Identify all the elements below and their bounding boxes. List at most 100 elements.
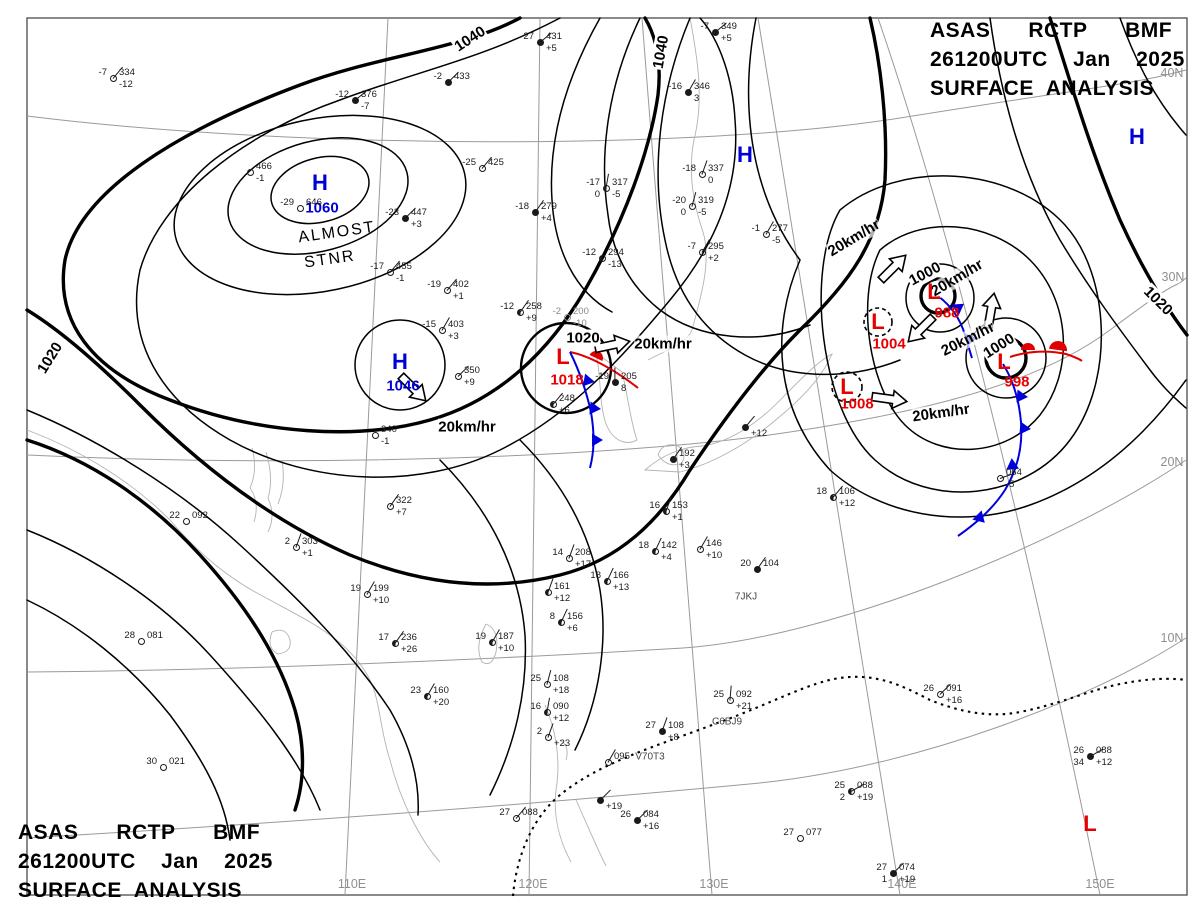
isobar-label: 1020 xyxy=(565,329,601,347)
station-value: 200 xyxy=(573,306,589,317)
station-value: 146 xyxy=(706,538,722,549)
station-value: +6 xyxy=(559,405,570,416)
station-value: 074 xyxy=(899,862,915,873)
station-value: 30 xyxy=(146,756,157,767)
station-circle-icon xyxy=(478,164,486,172)
station-value: 166 xyxy=(613,570,629,581)
station-circle-icon xyxy=(296,204,304,212)
station-value: 20 xyxy=(740,558,751,569)
station-value: 187 xyxy=(498,631,514,642)
title-block-bottom-left: ASAS RCTP BMF 261200UTC Jan 2025 SURFACE… xyxy=(18,821,273,902)
station-value: +19 xyxy=(857,792,874,803)
pressure-value: 988 xyxy=(934,304,960,322)
station-value: 192 xyxy=(679,448,695,459)
station-value: 088 xyxy=(857,780,873,791)
station-value: 064 xyxy=(1006,467,1022,478)
coastlines xyxy=(26,17,833,867)
station-value: +12 xyxy=(553,713,570,724)
station-circle-icon xyxy=(386,268,394,276)
station-value: +20 xyxy=(433,697,450,708)
station-value: -20 xyxy=(672,195,686,206)
station-value: 160 xyxy=(433,685,449,696)
station-value: -1 xyxy=(256,173,265,184)
graticule-label: 10N xyxy=(1160,631,1184,645)
station-circle-icon xyxy=(796,834,804,842)
station-value: 095 xyxy=(614,751,630,762)
station-circle-icon xyxy=(512,814,520,822)
station-value: 403 xyxy=(448,319,464,330)
station-value: 199 xyxy=(373,583,389,594)
station-value: 16 xyxy=(649,500,660,511)
station-value: 19 xyxy=(350,583,361,594)
station-value: +23 xyxy=(554,738,571,749)
graticule-label: 120E xyxy=(518,877,548,891)
pressure-center-L: L xyxy=(997,349,1011,374)
station-value: 3 xyxy=(694,93,700,104)
station-value: 22 xyxy=(169,510,180,521)
station-value: 646 xyxy=(306,197,322,208)
station-circle-icon xyxy=(182,517,190,525)
station-value: 349 xyxy=(721,21,737,32)
station-value: -7 xyxy=(687,241,696,252)
motion-arrow-icon xyxy=(397,372,427,402)
station-value: 402 xyxy=(453,279,469,290)
station-value: +26 xyxy=(401,644,418,655)
station-value: +16 xyxy=(946,695,963,706)
station-value: -19 xyxy=(427,279,441,290)
station-value: 425 xyxy=(488,157,504,168)
station-value: 25 xyxy=(713,689,724,700)
station-value: -7 xyxy=(700,21,709,32)
station-value: 090 xyxy=(553,701,569,712)
station-value: +9 xyxy=(526,313,537,324)
station-circle-icon xyxy=(159,763,167,771)
station-value: 25 xyxy=(834,780,845,791)
station-value: +10 xyxy=(706,550,723,561)
station-value: 350 xyxy=(464,365,480,376)
station-value: 153 xyxy=(672,500,688,511)
station-value: -1 xyxy=(396,273,405,284)
station-value: -2 xyxy=(433,71,442,82)
station-value: 18 xyxy=(816,486,827,497)
station-circle-icon xyxy=(246,168,254,176)
station-value: +12 xyxy=(751,428,768,439)
motion-speed-label: 20km/hr xyxy=(634,335,692,353)
graticule-label: 130E xyxy=(699,877,729,891)
station-value: 092 xyxy=(192,510,208,521)
station-value: -12 xyxy=(335,89,349,100)
station-value: +12 xyxy=(554,593,571,604)
station-value: +19 xyxy=(899,874,916,885)
station-value: 340 xyxy=(381,424,397,435)
station-value: 1 xyxy=(881,874,887,885)
station-value: 17 xyxy=(378,632,389,643)
station-value: 27 xyxy=(499,807,510,818)
station-value: 084 xyxy=(643,809,659,820)
station-value: -17 xyxy=(586,177,600,188)
graticule-label: 140E xyxy=(887,877,917,891)
station-value: 27 xyxy=(876,862,887,873)
station-value: 433 xyxy=(454,71,470,82)
pressure-center-L: L xyxy=(1083,811,1097,836)
station-value: 2 xyxy=(536,726,542,737)
map-frame xyxy=(26,17,1188,896)
station-value: 317 xyxy=(612,177,628,188)
station-value: 19 xyxy=(475,631,486,642)
dashed-low-circle-1008 xyxy=(831,371,863,403)
station-value: +3 xyxy=(411,219,422,230)
station-value: -18 xyxy=(682,163,696,174)
station-value: 208 xyxy=(575,547,591,558)
station-value: -1 xyxy=(751,223,760,234)
station-value: 205 xyxy=(621,371,637,382)
station-value: 0 xyxy=(708,175,714,186)
station-value: 258 xyxy=(526,301,542,312)
station-value: 376 xyxy=(361,89,377,100)
station-value: 108 xyxy=(553,673,569,684)
station-value: 294 xyxy=(608,247,624,258)
pressure-value: 998 xyxy=(1004,373,1030,391)
station-value: +4 xyxy=(541,213,552,224)
station-circle-icon xyxy=(454,372,462,380)
station-value: 0 xyxy=(680,207,686,218)
station-value: 081 xyxy=(147,630,163,641)
dashed-low-circle-1004 xyxy=(863,307,893,337)
station-value: -23 xyxy=(385,207,399,218)
